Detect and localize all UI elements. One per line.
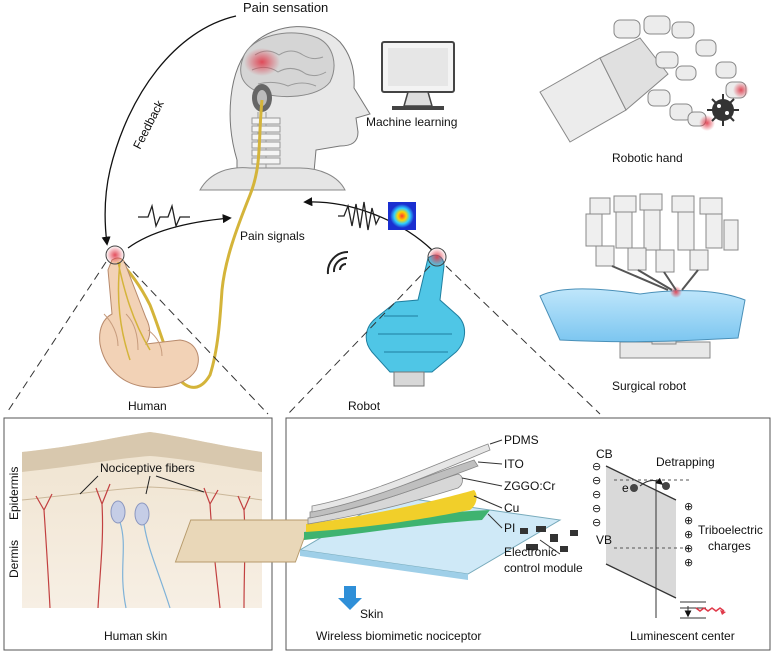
positive-charges: ⊕ ⊕ ⊕ ⊕ ⊕ — [684, 501, 693, 569]
layer-label-pdms: PDMS — [504, 433, 539, 447]
wireless-icon — [326, 250, 349, 275]
skin-label: Skin — [360, 607, 383, 621]
robot-label: Robot — [348, 399, 381, 413]
feedback-arrow — [101, 15, 237, 246]
human-hand-illustration — [99, 245, 199, 388]
human-spike-waveform — [138, 203, 190, 229]
detrapping-label: Detrapping — [656, 455, 715, 469]
layer-label-electronic: Electronic — [504, 545, 557, 559]
skin-direction-arrow — [338, 586, 362, 610]
layer-leader-lines — [461, 439, 561, 555]
layer-label-control-module: control module — [504, 561, 583, 575]
svg-text:⊕: ⊕ — [684, 529, 693, 541]
svg-text:⊖: ⊖ — [592, 517, 601, 529]
monitor-icon — [381, 41, 455, 110]
triboelectric-label-line1: Triboelectric — [698, 523, 763, 537]
electron-label: e — [622, 481, 629, 495]
skin-cross-section — [21, 432, 263, 609]
surgical-robot-label: Surgical robot — [612, 379, 687, 393]
svg-text:⊕: ⊕ — [684, 501, 693, 513]
svg-text:⊕: ⊕ — [684, 543, 693, 555]
robot-hand-illustration — [365, 247, 465, 387]
svg-text:⊖: ⊖ — [592, 461, 601, 473]
negative-charges: ⊖ ⊖ ⊖ ⊖ ⊖ — [592, 461, 601, 529]
nociceptor-device-stack — [174, 443, 578, 580]
layer-label-pi: PI — [504, 521, 515, 535]
robot-fingertip-pain-spot — [428, 248, 446, 266]
cb-label: CB — [596, 447, 613, 461]
band-diagram — [605, 465, 726, 619]
human-label: Human — [128, 399, 167, 413]
triboelectric-label-line2: charges — [708, 539, 751, 553]
human-skin-caption: Human skin — [104, 629, 167, 643]
vb-label: VB — [596, 533, 612, 547]
svg-text:⊕: ⊕ — [684, 515, 693, 527]
svg-text:⊖: ⊖ — [592, 489, 601, 501]
pain-signal-arrow-human — [127, 214, 232, 249]
nerve-pathway — [116, 99, 264, 389]
surgical-robot-illustration — [539, 193, 746, 359]
svg-text:⊖: ⊖ — [592, 475, 601, 487]
machine-learning-label: Machine learning — [366, 115, 457, 129]
human-head-illustration — [116, 26, 371, 389]
feedback-label: Feedback — [130, 97, 167, 151]
brain-pain-hotspot — [244, 48, 280, 76]
human-fingertip-pain-spot — [106, 246, 124, 264]
pain-sensation-label: Pain sensation — [243, 0, 328, 15]
luminescent-center-caption: Luminescent center — [630, 629, 735, 643]
layer-label-ito: ITO — [504, 457, 524, 471]
svg-text:⊕: ⊕ — [684, 557, 693, 569]
robot-spike-waveform — [338, 201, 381, 231]
layer-label-cu: Cu — [504, 501, 519, 515]
pain-signals-label: Pain signals — [240, 229, 305, 243]
robotic-hand-label: Robotic hand — [612, 151, 683, 165]
layer-label-zggo: ZGGO:Cr — [504, 479, 555, 493]
device-caption: Wireless biomimetic nociceptor — [316, 629, 481, 643]
spiked-ball-icon — [707, 94, 739, 126]
robotic-hand-illustration — [539, 15, 749, 143]
zoom-dashed-lines — [5, 261, 601, 415]
fiber-pointer-lines — [79, 475, 205, 495]
nociceptive-fibers-label: Nociceptive fibers — [100, 461, 195, 475]
svg-text:⊖: ⊖ — [592, 503, 601, 515]
epidermis-label: Epidermis — [7, 467, 21, 520]
dermis-label: Dermis — [7, 540, 21, 578]
